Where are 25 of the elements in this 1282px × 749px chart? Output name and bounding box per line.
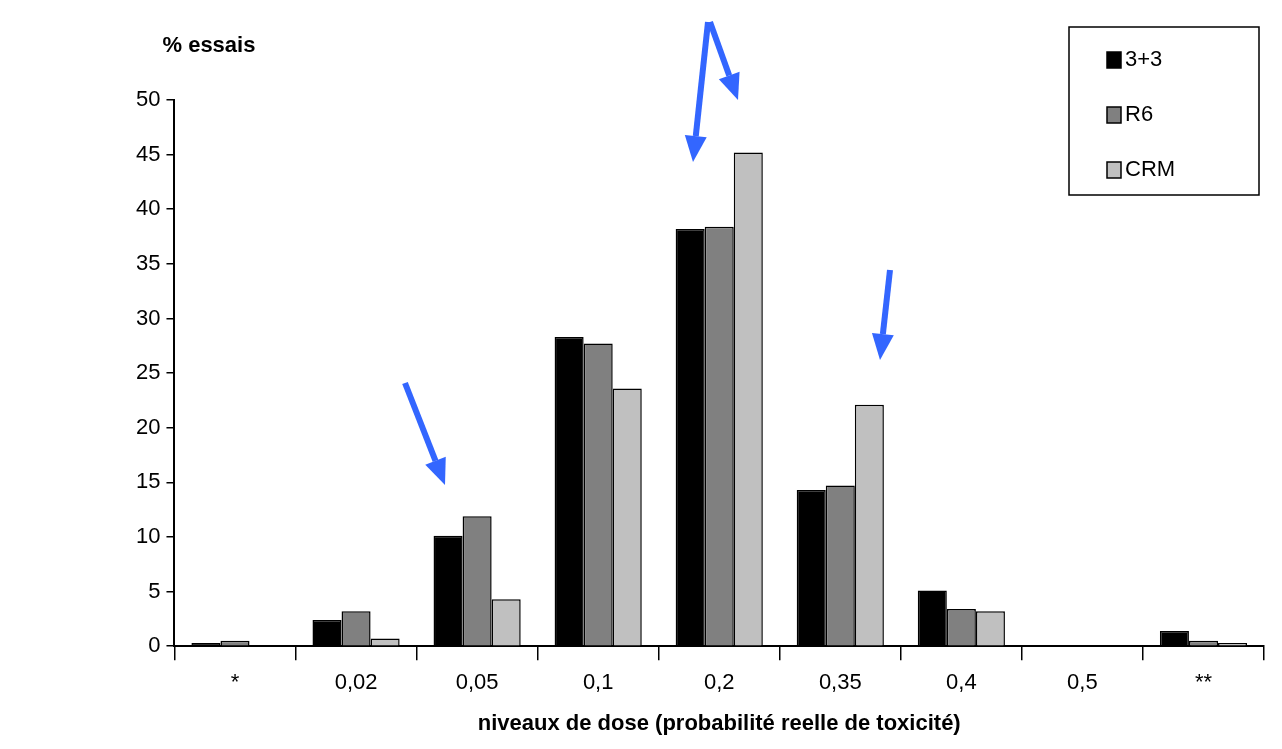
y-tick-label: 50 (135, 86, 161, 112)
x-tick-label: ** (1194, 669, 1213, 695)
y-tick-label: 0 (148, 632, 161, 658)
y-tick-label: 15 (135, 468, 161, 494)
x-tick-label: 0,4 (946, 669, 977, 695)
x-tick-label: 0,5 (1067, 669, 1098, 695)
y-axis-title: % essais (162, 32, 256, 58)
y-tick-label: 40 (135, 195, 161, 221)
x-tick-label: * (230, 669, 240, 695)
y-tick-label: 25 (135, 359, 161, 385)
y-tick-label: 10 (135, 523, 161, 549)
y-tick-label: 45 (135, 140, 161, 166)
x-tick-label: 0,1 (582, 669, 614, 695)
x-tick-label: 0,2 (703, 669, 735, 695)
y-tick-label: 30 (135, 304, 161, 330)
x-tick-label: 0,05 (455, 669, 499, 695)
legend-label: 3+3 (1125, 46, 1163, 72)
x-axis-title: niveaux de dose (probabilité reelle de toxicité) (477, 709, 961, 735)
legend-label: CRM (1125, 156, 1176, 182)
x-tick-label: 0,35 (818, 669, 862, 695)
legend-label: R6 (1125, 101, 1154, 127)
x-tick-label: 0,02 (334, 669, 378, 695)
y-tick-label: 20 (135, 413, 161, 439)
y-tick-label: 35 (135, 249, 161, 275)
y-tick-label: 5 (148, 577, 161, 603)
